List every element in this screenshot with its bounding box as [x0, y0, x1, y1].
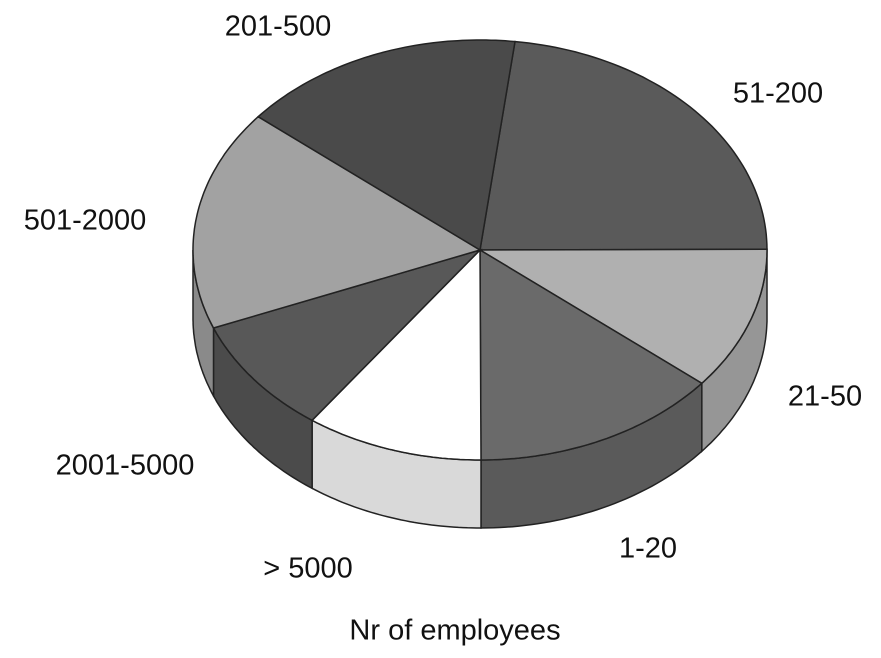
slice-label: > 5000 [263, 553, 353, 585]
slice [192, 115, 482, 329]
slice [479, 40, 768, 251]
slice-label: 51-200 [733, 78, 823, 110]
slice-label: 2001-5000 [56, 450, 195, 482]
slice-label: 1-20 [619, 533, 677, 565]
slice [212, 248, 483, 422]
slice [256, 39, 516, 252]
slice-label: 201-500 [225, 11, 331, 43]
slice [479, 248, 704, 461]
axis-label: Nr of employees [349, 615, 560, 647]
slice [477, 248, 768, 385]
slice [310, 248, 482, 461]
slice-label: 501-2000 [24, 205, 147, 237]
slice-label: 21-50 [788, 381, 862, 413]
